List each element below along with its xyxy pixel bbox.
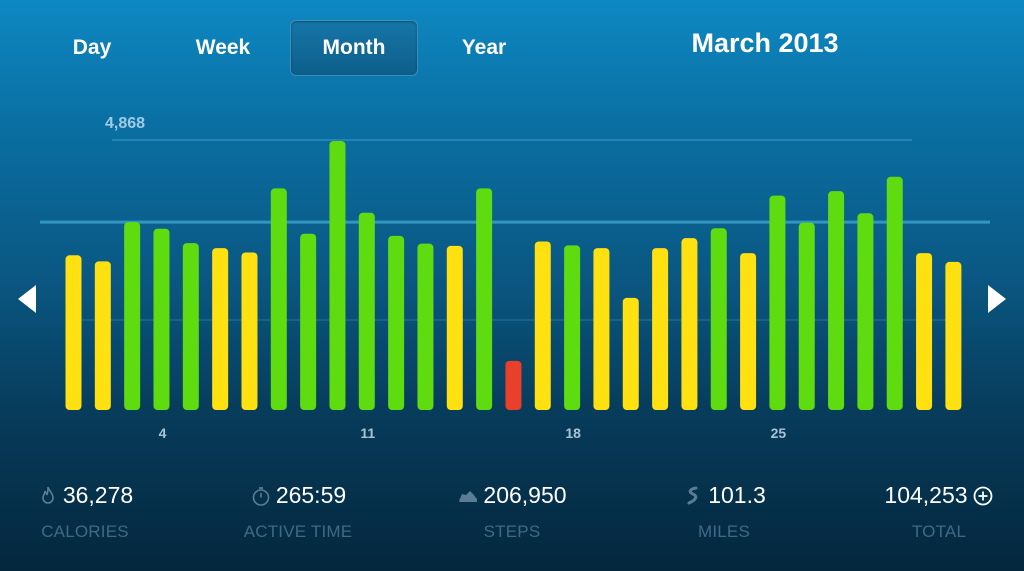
active-time-label: ACTIVE TIME — [243, 522, 353, 541]
steps-bar-day-9[interactable] — [300, 233, 317, 410]
steps-label: STEPS — [483, 522, 541, 541]
calories-label: CALORIES — [41, 522, 129, 541]
steps-bar-day-7[interactable] — [241, 252, 258, 410]
steps-bar-day-21[interactable] — [652, 248, 669, 410]
stat-calories: 36,278 CALORIES — [0, 482, 185, 542]
stat-total: 104,253 TOTAL — [839, 482, 1024, 542]
x-tick-label: 11 — [360, 425, 375, 441]
steps-bar-day-29[interactable] — [886, 176, 903, 410]
steps-bar-day-6[interactable] — [212, 248, 229, 410]
miles-label: MILES — [697, 522, 751, 541]
steps-value: 206,950 — [483, 482, 567, 508]
steps-bar-day-27[interactable] — [828, 191, 845, 410]
tab-month[interactable]: Month — [290, 20, 418, 76]
steps-bar-day-31[interactable] — [945, 261, 962, 410]
steps-bar-day-10[interactable] — [329, 141, 346, 410]
tab-week[interactable]: Week — [195, 36, 251, 59]
steps-bar-day-11[interactable] — [358, 212, 375, 410]
steps-bar-day-15[interactable] — [476, 188, 493, 410]
stat-active-time: 265:59 ACTIVE TIME — [198, 482, 398, 542]
steps-bar-day-25[interactable] — [769, 195, 786, 410]
stopwatch-icon — [250, 485, 272, 507]
chevron-left-icon — [18, 285, 36, 313]
steps-bar-day-28[interactable] — [857, 213, 874, 410]
max-value-label: 4,868 — [105, 115, 145, 132]
steps-bar-day-4[interactable] — [153, 228, 170, 410]
shoe-icon — [457, 485, 479, 507]
steps-bar-day-18[interactable] — [564, 245, 581, 410]
x-tick-label: 4 — [159, 425, 167, 441]
steps-bar-day-13[interactable] — [417, 243, 434, 410]
steps-bar-day-3[interactable] — [124, 222, 141, 410]
flame-icon — [37, 485, 59, 507]
route-icon — [682, 485, 704, 507]
steps-bar-day-16[interactable] — [505, 360, 522, 410]
add-circle-icon[interactable] — [972, 485, 994, 507]
steps-bar-day-2[interactable] — [94, 261, 111, 410]
previous-period-button[interactable] — [16, 284, 38, 314]
steps-bar-day-26[interactable] — [798, 222, 815, 410]
steps-bar-day-22[interactable] — [681, 238, 698, 410]
steps-bar-day-5[interactable] — [182, 243, 199, 410]
stat-steps: 206,950 STEPS — [412, 482, 612, 542]
steps-bar-day-12[interactable] — [388, 235, 405, 410]
steps-bar-day-20[interactable] — [622, 297, 639, 410]
steps-bar-day-1[interactable] — [65, 255, 82, 410]
steps-bar-day-8[interactable] — [270, 188, 287, 410]
x-tick-label: 25 — [771, 425, 787, 441]
total-value: 104,253 — [884, 482, 968, 508]
monthly-steps-chart: 4,868 4 11 18 25 — [40, 115, 990, 441]
steps-bar-day-14[interactable] — [446, 245, 463, 410]
tab-year[interactable]: Year — [461, 36, 507, 59]
x-tick-label: 18 — [565, 425, 581, 441]
calories-value: 36,278 — [62, 482, 134, 508]
active-time-value: 265:59 — [275, 482, 347, 508]
miles-value: 101.3 — [708, 482, 766, 508]
period-title: March 2013 — [691, 28, 839, 58]
chevron-right-icon — [988, 285, 1006, 313]
next-period-button[interactable] — [986, 284, 1008, 314]
steps-bar-day-19[interactable] — [593, 248, 610, 410]
steps-bar-day-24[interactable] — [740, 253, 757, 410]
total-label: TOTAL — [911, 522, 967, 541]
stat-miles: 101.3 MILES — [624, 482, 824, 542]
steps-bar-day-30[interactable] — [916, 253, 933, 410]
steps-bar-day-17[interactable] — [534, 241, 551, 410]
tab-day[interactable]: Day — [72, 36, 112, 59]
steps-bar-day-23[interactable] — [710, 228, 727, 410]
period-tabs: Day Week Month Year — [28, 20, 550, 76]
